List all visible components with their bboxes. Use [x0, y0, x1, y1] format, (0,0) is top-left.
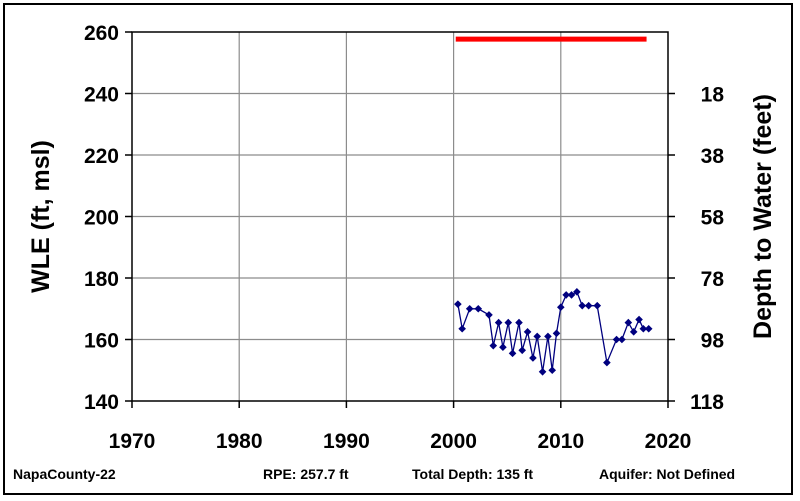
- data-point: [544, 332, 552, 341]
- data-point: [612, 335, 621, 344]
- footer: NapaCounty-22 RPE: 257.7 ft Total Depth:…: [0, 466, 800, 486]
- right-tick-label: 18: [701, 84, 725, 107]
- chart: 1970 1980 1990 2000 2010 2020 140 160 180 200 220…: [27, 22, 777, 453]
- grid: [132, 32, 668, 401]
- left-tick-label: 200: [84, 207, 119, 230]
- left-tick-label: 240: [84, 84, 119, 107]
- data-point: [485, 311, 493, 319]
- aquifer-info: Aquifer: Not Defined: [599, 466, 736, 482]
- data-point: [529, 354, 537, 362]
- data-point: [639, 324, 648, 333]
- data-point: [504, 318, 513, 327]
- data-point: [474, 304, 483, 313]
- data-point: [578, 301, 587, 310]
- left-y-axis: 140 160 180 200 220 240 260: [84, 22, 132, 414]
- right-tick-label: 78: [701, 268, 725, 291]
- data-point: [499, 343, 507, 351]
- x-tick-label: 2000: [430, 430, 477, 453]
- data-point: [557, 303, 565, 312]
- data-point: [548, 366, 557, 375]
- data-point: [629, 328, 638, 336]
- data-point: [567, 291, 576, 299]
- right-tick-label: 118: [690, 391, 724, 414]
- data-point: [624, 318, 633, 327]
- data-point: [562, 291, 570, 299]
- right-tick-label: 98: [701, 330, 725, 353]
- total-depth-info: Total Depth: 135 ft: [412, 466, 534, 482]
- data-point: [603, 358, 611, 367]
- data-point: [618, 335, 626, 344]
- data-point: [538, 367, 547, 376]
- data-point: [515, 318, 523, 327]
- data-point: [573, 288, 581, 296]
- left-axis-title: WLE (ft, msl): [27, 140, 55, 293]
- right-tick-label: 58: [701, 207, 725, 230]
- data-point: [593, 301, 602, 310]
- data-point: [489, 341, 498, 350]
- data-point: [494, 318, 503, 327]
- data-point: [508, 349, 517, 358]
- left-tick-label: 160: [84, 330, 119, 353]
- right-y-axis: 18 38 58 78 98 118: [668, 84, 725, 414]
- x-tick-label: 1990: [323, 430, 370, 453]
- data-point: [584, 301, 593, 310]
- left-tick-label: 220: [84, 145, 119, 168]
- x-tick-label: 2010: [537, 430, 584, 453]
- right-tick-label: 38: [701, 145, 725, 168]
- chart-frame: 1970 1980 1990 2000 2010 2020 140 160 180 200 220…: [3, 3, 793, 495]
- right-axis-title: Depth to Water (feet): [749, 94, 777, 339]
- data-point: [644, 324, 653, 333]
- data-point: [533, 332, 542, 341]
- left-tick-label: 180: [84, 268, 119, 291]
- data-point: [523, 328, 532, 336]
- data-point: [518, 346, 527, 355]
- data-point: [465, 304, 474, 313]
- series-line: [457, 290, 649, 372]
- data-point: [454, 300, 462, 308]
- x-tick-label: 1970: [109, 430, 156, 453]
- data-point: [458, 324, 466, 333]
- left-tick-label: 140: [84, 391, 119, 414]
- x-tick-label: 1980: [216, 430, 263, 453]
- rpe-info: RPE: 257.7 ft: [263, 466, 349, 482]
- data-point: [635, 315, 643, 324]
- left-tick-label: 260: [84, 22, 119, 45]
- data-point: [552, 329, 561, 338]
- x-tick-label: 2020: [645, 430, 692, 453]
- well-name: NapaCounty-22: [13, 466, 116, 482]
- x-axis: 1970 1980 1990 2000 2010 2020: [109, 401, 692, 453]
- series-group: [454, 288, 653, 376]
